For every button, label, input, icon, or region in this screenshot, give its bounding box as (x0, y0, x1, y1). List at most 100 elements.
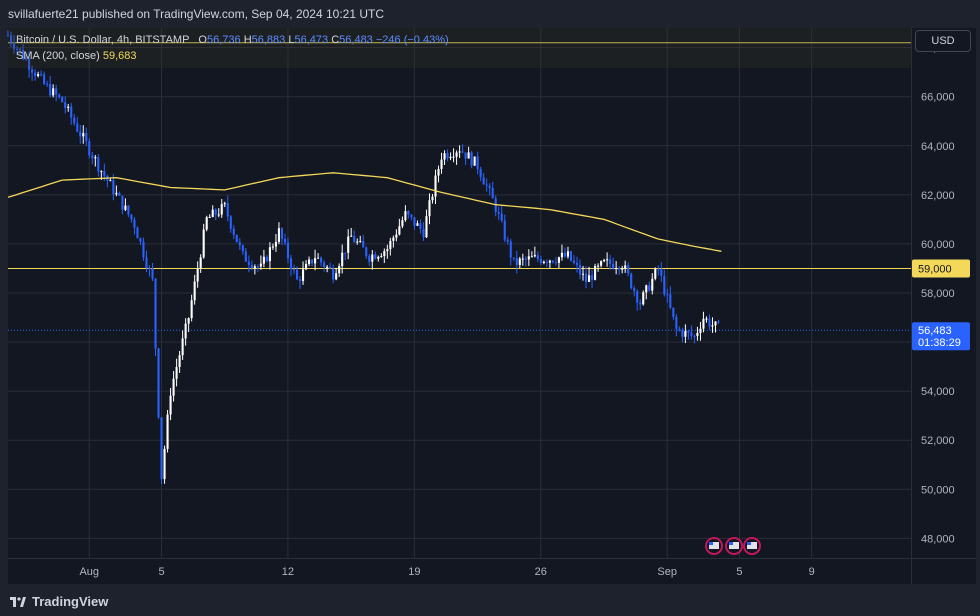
publish-info: svillafuerte21 published on TradingView.… (8, 7, 385, 21)
candle-body (392, 237, 395, 241)
candle-body (166, 414, 169, 449)
level-price-label: 59,000 (918, 263, 952, 275)
candle-body (636, 291, 639, 303)
currency-button[interactable]: USD (915, 30, 971, 52)
candle-body (476, 156, 479, 169)
candle-body (274, 241, 277, 247)
open-label: O (198, 34, 207, 46)
candle-body (669, 294, 672, 308)
x-tick-label: 5 (158, 566, 164, 578)
y-tick-label: 64,000 (921, 141, 955, 153)
candle-body (581, 273, 585, 275)
x-tick-label: 26 (535, 566, 547, 578)
candle-body (621, 268, 624, 270)
x-tick-label: Sep (657, 566, 677, 578)
candle-body (542, 261, 545, 263)
candle-body (190, 300, 193, 319)
current-price-tag (912, 322, 970, 351)
candle-body (705, 318, 708, 320)
candle-body (308, 259, 311, 264)
y-tick-label: 62,000 (921, 190, 955, 202)
candle-body (184, 323, 187, 339)
candle-body (461, 151, 464, 153)
candle-body (43, 74, 46, 84)
candle-body (603, 259, 606, 262)
candle-body (455, 152, 458, 157)
candle-body (55, 88, 58, 95)
candle-body (609, 259, 612, 264)
candle-body (584, 273, 588, 282)
candle-body (551, 260, 554, 263)
candle-body (365, 247, 368, 257)
candle-body (539, 259, 542, 263)
candle-body (34, 72, 37, 76)
candle-body (452, 156, 455, 158)
candle-body (422, 228, 425, 238)
candle-body (527, 256, 530, 260)
candle-body (67, 106, 70, 109)
candle-body (15, 48, 19, 50)
candle-body (127, 205, 130, 215)
candle-body (100, 171, 103, 173)
candle-body (193, 281, 196, 301)
candle-body (624, 265, 627, 269)
candle-body (301, 269, 305, 281)
brand-name: TradingView (32, 594, 109, 609)
close-value: 56,483 (339, 34, 373, 46)
candle-body (247, 261, 250, 265)
candle-body (548, 260, 551, 263)
candle-body (232, 228, 235, 235)
symbol-title[interactable]: Bitcoin / U.S. Dollar, 4h, BITSTAMP (16, 34, 190, 46)
candle-body (485, 184, 488, 186)
candle-body (238, 242, 241, 246)
candle-body (359, 240, 362, 242)
time-axis[interactable] (8, 558, 911, 585)
candle-body (657, 268, 660, 270)
candle-body (560, 252, 564, 258)
candle-body (663, 275, 666, 295)
candle-body (199, 257, 202, 269)
candle-body (196, 268, 199, 282)
candle-body (488, 185, 491, 188)
x-tick-label: 19 (408, 566, 420, 578)
candle-body (314, 258, 317, 264)
candle-body (304, 263, 308, 270)
candle-body (205, 217, 208, 230)
candle-body (244, 251, 247, 262)
us-flag-icon (709, 542, 719, 549)
candle-body (332, 268, 335, 280)
candle-body (25, 59, 28, 61)
candle-body (708, 318, 711, 327)
candle-body (566, 251, 570, 257)
candle-body (202, 229, 205, 258)
candle-body (509, 241, 512, 258)
candle-body (181, 338, 184, 356)
candle-body (97, 157, 100, 172)
y-tick-label: 54,000 (921, 386, 955, 398)
price-axis[interactable] (911, 28, 976, 558)
candle-body (94, 157, 97, 159)
candle-body (79, 131, 82, 137)
candle-body (449, 156, 452, 159)
candle-body (569, 251, 573, 261)
candle-body (295, 269, 299, 280)
candle-body (440, 159, 443, 169)
candle-body (280, 228, 284, 239)
candle-body (419, 223, 422, 229)
sma-label[interactable]: SMA (200, close) (16, 50, 100, 62)
candle-body (437, 168, 440, 176)
candle-body (383, 251, 386, 257)
tradingview-logo[interactable]: TradingView (10, 594, 108, 609)
candle-body (214, 209, 217, 215)
candle-body (85, 133, 88, 142)
candle-body (344, 252, 347, 254)
level-price-tag (912, 259, 970, 278)
candle-body (681, 330, 684, 337)
candle-body (557, 257, 560, 263)
candle-body (58, 94, 61, 97)
candle-body (268, 247, 271, 262)
candle-body (9, 35, 13, 43)
candle-body (21, 49, 25, 60)
candle-body (500, 213, 503, 221)
